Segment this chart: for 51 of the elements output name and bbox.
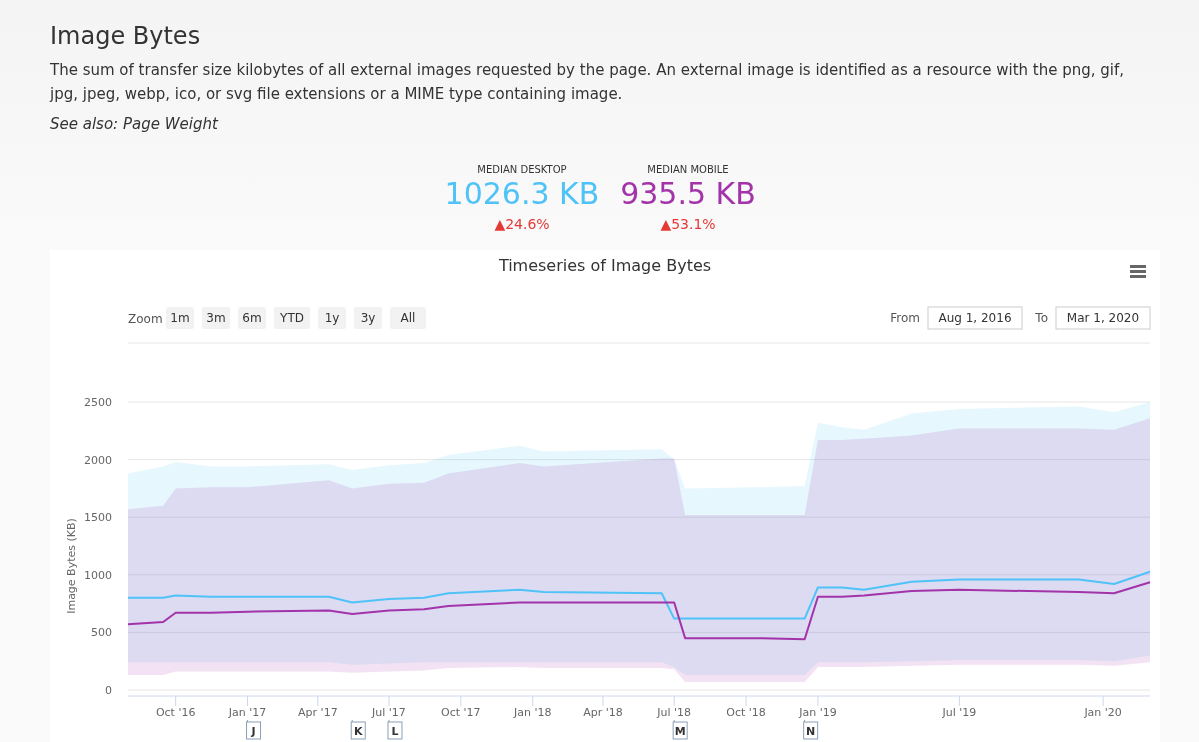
- x-tick-label: Oct '16: [155, 706, 196, 719]
- text: ▲24.6%: [494, 216, 550, 232]
- text: Image Bytes: [50, 22, 202, 50]
- flag-marker: K: [350, 719, 366, 740]
- date-field: Mar 1, 2020: [1055, 306, 1151, 330]
- text: See also: Page Weight: [50, 114, 220, 135]
- date-field: Aug 1, 2016: [927, 306, 1023, 330]
- text: The sum of transfer size kilobytes of all external images requested by the page. An external image is identified as a resource with the png, gif, jpg, jpeg, webp, ico, or svg file extensions or a MIME type containing image.: [50, 60, 1126, 105]
- text: MEDIAN MOBILE: [647, 164, 729, 175]
- x-tick-label: Jan '20: [1083, 706, 1122, 719]
- y-tick-label: 2500: [84, 396, 112, 409]
- annotation: J: [250, 725, 256, 738]
- zoom-button: All: [390, 307, 426, 329]
- y-tick-label: 0: [105, 684, 112, 697]
- annotation: N: [806, 725, 816, 738]
- x-tick-label: Jan '17: [227, 706, 267, 719]
- x-tick-label: Jul '17: [371, 706, 406, 719]
- x-tick-label: Apr '17: [298, 706, 338, 719]
- annotation: K: [353, 725, 363, 738]
- flag-marker: N: [803, 719, 819, 740]
- text: From: [890, 311, 920, 325]
- text: To: [1034, 311, 1048, 325]
- text: Zoom: [128, 312, 163, 326]
- x-tick-label: Jan '19: [798, 706, 837, 719]
- y-tick-label: 1000: [84, 568, 112, 582]
- zoom-button: 6m: [238, 307, 266, 329]
- x-tick-label: Oct '18: [726, 706, 766, 719]
- text: 935.5 KB: [620, 176, 756, 211]
- flag-marker: J: [246, 719, 262, 740]
- annotation: L: [391, 725, 399, 738]
- y-axis-title: Image Bytes (KB): [65, 518, 78, 614]
- flag-marker: M: [672, 719, 688, 740]
- zoom-button: YTD: [274, 307, 310, 329]
- zoom-button: 3m: [202, 307, 230, 329]
- x-tick-label: Jul '18: [656, 706, 692, 719]
- annotation: M: [674, 725, 686, 738]
- x-tick-label: Jan '18: [512, 706, 552, 719]
- text: MEDIAN DESKTOP: [477, 164, 567, 175]
- zoom-button: 3y: [354, 307, 382, 329]
- flag-marker: L: [387, 719, 403, 740]
- x-tick-label: Oct '17: [441, 706, 481, 719]
- chart-title: Timeseries of Image Bytes: [497, 256, 712, 275]
- x-tick-label: Jul '19: [941, 706, 977, 719]
- y-tick-label: 1500: [84, 511, 112, 525]
- text: 1026.3 KB: [444, 176, 600, 211]
- zoom-button: 1m: [166, 307, 194, 329]
- y-tick-label: 500: [91, 626, 112, 640]
- text: ▲53.1%: [660, 216, 716, 232]
- zoom-button: 1y: [318, 307, 346, 329]
- y-tick-label: 2000: [84, 453, 112, 467]
- x-tick-label: Apr '18: [583, 706, 623, 719]
